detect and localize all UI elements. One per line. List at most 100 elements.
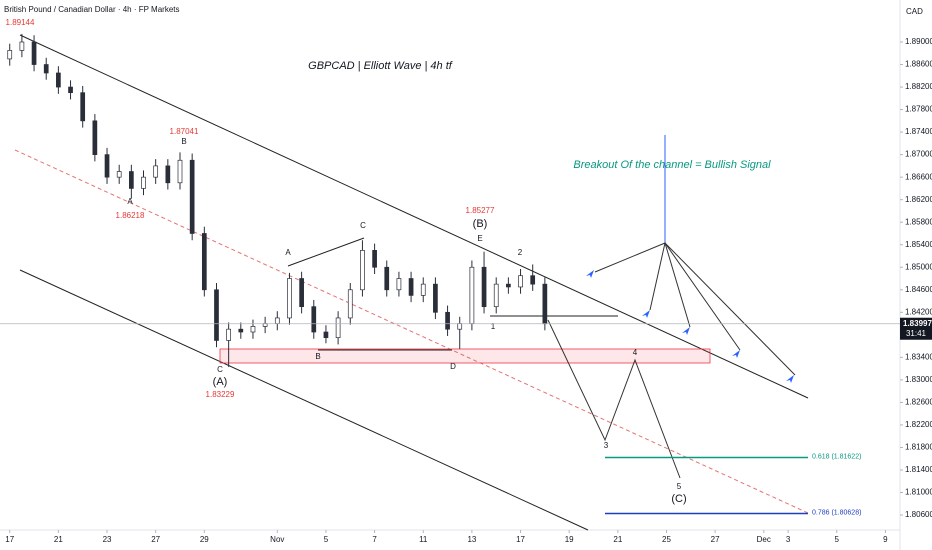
y-tick-label: 1.81400: [905, 465, 932, 474]
projection-path: [547, 319, 681, 479]
candle-body: [165, 165, 171, 184]
candle-body: [372, 250, 377, 268]
fib-label: 0.618 (1.81622): [812, 453, 861, 460]
y-tick-label: 1.88600: [905, 60, 932, 69]
candle-body: [177, 159, 183, 184]
y-tick-label: 1.82600: [905, 398, 932, 407]
candle-body: [335, 317, 341, 338]
breakout-line: [664, 242, 691, 328]
x-tick-label: 5: [324, 535, 329, 544]
x-tick-label: 19: [565, 535, 574, 544]
x-tick-label: Nov: [270, 535, 284, 544]
candle-body: [542, 283, 548, 325]
candle-body: [104, 154, 110, 178]
y-tick-label: 1.87400: [905, 127, 932, 136]
annotation: B: [181, 137, 186, 146]
annotation: 5: [677, 482, 682, 491]
y-tick-label: 1.82200: [905, 420, 932, 429]
candle-body: [457, 323, 463, 330]
y-tick-label: 1.81800: [905, 443, 932, 452]
candle-body: [311, 306, 317, 333]
x-tick-label: 3: [786, 535, 791, 544]
candle-body: [469, 266, 475, 324]
x-tick-label: 25: [662, 535, 671, 544]
candle-body: [530, 275, 536, 285]
candle-body: [360, 250, 365, 291]
x-tick-label: 21: [54, 535, 63, 544]
x-tick-label: 11: [419, 535, 428, 544]
annotation: D: [450, 362, 456, 371]
countdown: 31:41: [906, 329, 927, 338]
candle-body: [7, 50, 13, 60]
x-tick-label: 27: [711, 535, 720, 544]
annotation: 3: [604, 441, 609, 450]
annotation: 1.89144: [6, 18, 35, 27]
x-tick-label: 29: [200, 535, 209, 544]
x-tick-label: Dec: [757, 535, 771, 544]
annotation: 1.86218: [116, 211, 145, 220]
annotation: C: [217, 365, 223, 374]
x-tick-label: 23: [103, 535, 112, 544]
x-tick-label: 17: [516, 535, 525, 544]
x-tick-label: 9: [883, 535, 888, 544]
candle-body: [92, 120, 98, 155]
candle-body: [445, 311, 450, 330]
y-tick-label: 1.89000: [905, 37, 932, 46]
y-tick-label: 1.85400: [905, 240, 932, 249]
drawings: [14, 34, 809, 531]
candle-body: [56, 72, 61, 88]
annotation: E: [477, 234, 482, 243]
candle-body: [141, 176, 146, 189]
y-tick-label: 1.80600: [905, 510, 932, 519]
annotation: C: [360, 221, 366, 230]
candle-body: [299, 278, 304, 308]
last-price-tag: [900, 317, 932, 340]
candle-body: [250, 326, 256, 333]
y-tick-label: 1.84200: [905, 307, 932, 316]
y-tick-label: 1.87800: [905, 105, 932, 114]
y-tick-label: 1.88200: [905, 82, 932, 91]
y-tick-label: 1.84600: [905, 285, 932, 294]
annotation: 2: [518, 248, 523, 257]
fib-label: 0.786 (1.80628): [812, 509, 861, 516]
x-tick-label: 17: [5, 535, 14, 544]
annotation: B: [315, 352, 320, 361]
candle-body: [323, 331, 329, 338]
candle-body: [420, 283, 426, 296]
candle-body: [80, 92, 86, 122]
annotation: (C): [671, 493, 686, 505]
candle-body: [68, 86, 73, 94]
candle-body: [384, 266, 390, 291]
candle-body: [493, 283, 499, 308]
channel-lower: [19, 269, 589, 531]
y-tick-label: 1.83400: [905, 352, 932, 361]
candle-body: [129, 171, 134, 189]
x-tick-label: 13: [467, 535, 476, 544]
candle-body: [201, 233, 207, 291]
last-price-label: 1.83997: [903, 319, 932, 328]
candle-body: [396, 278, 402, 291]
candle-body: [189, 159, 195, 234]
candle-body: [31, 41, 37, 65]
candle-body: [408, 278, 414, 296]
candle-body: [481, 266, 487, 308]
y-tick-label: 1.86200: [905, 195, 932, 204]
candle-body: [153, 165, 159, 178]
candle-body: [226, 328, 231, 341]
y-tick-label: 1.87000: [905, 150, 932, 159]
y-tick-label: 1.85800: [905, 217, 932, 226]
breakout-line: [664, 242, 741, 351]
breakout-line: [664, 242, 796, 376]
annotation: 1.83229: [206, 390, 235, 399]
wave-line: [287, 237, 365, 267]
candle-body: [43, 64, 49, 74]
x-tick-label: 21: [613, 535, 622, 544]
y-tick-label: 1.81000: [905, 488, 932, 497]
annotation: 1.87041: [170, 127, 199, 136]
header: British Pound / Canadian Dollar · 4h · F…: [4, 5, 179, 14]
annotation: Breakout Of the channel = Bullish Signal: [573, 159, 771, 171]
annotation: 1: [491, 322, 496, 331]
currency: CAD: [906, 7, 923, 16]
